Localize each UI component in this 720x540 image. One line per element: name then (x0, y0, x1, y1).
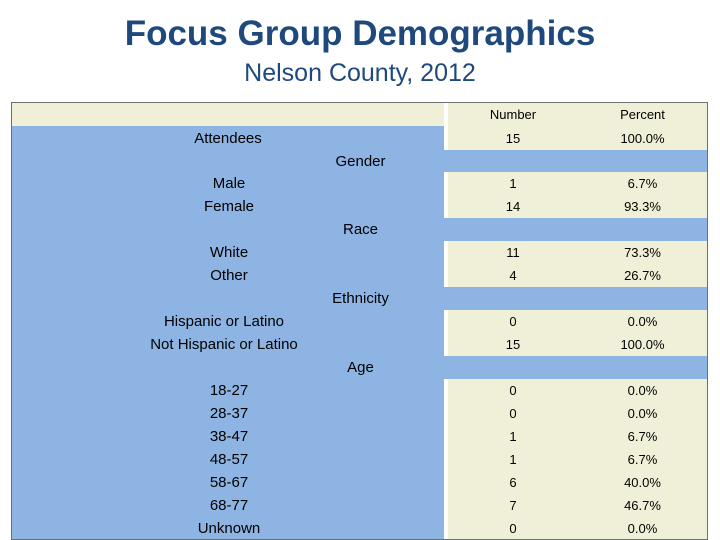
attendees-percent: 100.0% (620, 130, 665, 146)
table-row: Male 1 6.7% (12, 172, 707, 195)
table-row: 58-67 6 40.0% (12, 471, 707, 494)
row-label: 18-27 (209, 382, 249, 399)
row-label: Hispanic or Latino (163, 313, 285, 330)
row-label: Female (203, 198, 255, 215)
table-row: Hispanic or Latino 0 0.0% (12, 310, 707, 333)
row-label: 68-77 (209, 497, 249, 514)
row-label: Unknown (197, 520, 261, 537)
category-label-ethnicity: Ethnicity (332, 290, 389, 307)
row-percent: 6.7% (627, 429, 658, 444)
table-row: 38-47 1 6.7% (12, 425, 707, 448)
row-percent: 100.0% (620, 337, 665, 352)
row-percent: 40.0% (624, 475, 661, 490)
row-number: 7 (509, 498, 517, 513)
table-row: 68-77 7 46.7% (12, 494, 707, 517)
page-subtitle: Nelson County, 2012 (244, 59, 476, 87)
row-number: 1 (509, 176, 517, 191)
row-number: 14 (505, 199, 521, 214)
attendees-label: Attendees (194, 129, 262, 147)
row-percent: 0.0% (627, 521, 658, 536)
column-header-number: Number (448, 103, 578, 126)
row-label: 48-57 (209, 451, 249, 468)
row-label: Other (210, 267, 248, 284)
table-row: Female 14 93.3% (12, 195, 707, 218)
table-row: White 11 73.3% (12, 241, 707, 264)
category-label-age: Age (347, 359, 374, 376)
table-row: Unknown 0 0.0% (12, 517, 707, 539)
row-percent: 0.0% (627, 406, 658, 421)
row-number: 0 (509, 521, 517, 536)
row-number: 1 (509, 429, 517, 444)
row-label: 38-47 (209, 428, 249, 445)
demographics-table: Number Percent Attendees 15 100.0% Gende… (11, 102, 708, 540)
row-number: 1 (509, 452, 517, 467)
row-percent: 0.0% (627, 383, 658, 398)
category-row-gender: Gender (12, 150, 707, 172)
row-number: 0 (509, 406, 517, 421)
row-percent: 26.7% (624, 268, 661, 283)
table-row: Other 4 26.7% (12, 264, 707, 287)
page-title: Focus Group Demographics (124, 14, 596, 53)
row-label: 58-67 (209, 474, 249, 491)
row-label: Not Hispanic or Latino (150, 336, 298, 353)
row-percent: 6.7% (627, 176, 658, 191)
row-percent: 73.3% (624, 245, 661, 260)
row-number: 0 (509, 314, 517, 329)
category-label-race: Race (342, 221, 379, 238)
row-number: 11 (506, 245, 520, 260)
table-row: 48-57 1 6.7% (12, 448, 707, 471)
row-percent: 93.3% (624, 199, 661, 214)
table-row: Not Hispanic or Latino 15 100.0% (12, 333, 707, 356)
row-percent: 46.7% (624, 498, 661, 513)
category-row-race: Race (12, 218, 707, 241)
category-label-gender: Gender (335, 152, 386, 170)
table-row: 18-27 0 0.0% (12, 379, 707, 402)
category-row-ethnicity: Ethnicity (12, 287, 707, 310)
row-label: Male (212, 175, 246, 192)
category-row-age: Age (12, 356, 707, 379)
row-percent: 0.0% (627, 314, 658, 329)
attendees-number: 15 (505, 130, 521, 146)
row-percent: 6.7% (627, 452, 658, 467)
attendees-row: Attendees 15 100.0% (12, 126, 707, 150)
column-header-percent: Percent (578, 103, 707, 126)
table-row: 28-37 0 0.0% (12, 402, 707, 425)
table-header-row: Number Percent (12, 103, 707, 126)
row-number: 15 (505, 337, 521, 352)
row-number: 0 (509, 383, 517, 398)
row-number: 4 (509, 268, 517, 283)
row-number: 6 (509, 475, 517, 490)
row-label: 28-37 (209, 405, 249, 422)
row-label: White (209, 244, 249, 261)
